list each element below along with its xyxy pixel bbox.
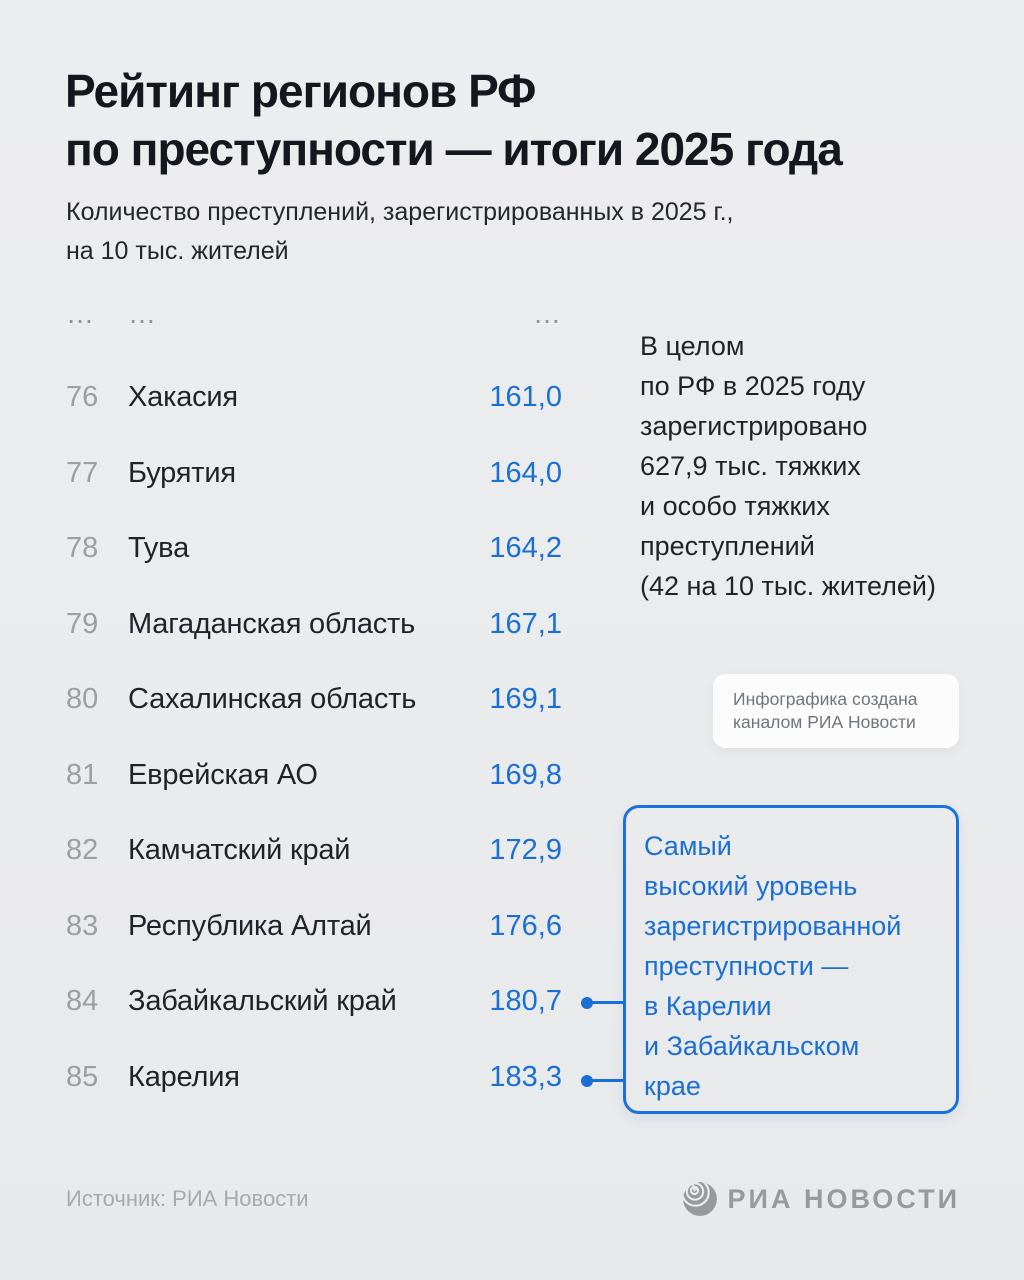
summary-note: В целом по РФ в 2025 году зарегистрирова… — [640, 331, 936, 601]
table-row: 76 Хакасия 161,0 — [66, 360, 562, 436]
table-ellipsis-row: … … … — [66, 298, 562, 330]
connector-dot-karelia — [581, 1075, 593, 1087]
logo-wordmark: РИА НОВОСТИ — [727, 1183, 960, 1214]
ria-novosti-logo: РИА НОВОСТИ — [681, 1180, 960, 1218]
row-region: Камчатский край — [128, 834, 351, 867]
row-value: 164,2 — [489, 532, 562, 565]
table-row: 83 Республика Алтай 176,6 — [66, 889, 562, 965]
row-region: Карелия — [128, 1060, 240, 1093]
ellipsis-region: … — [128, 298, 157, 329]
table-row: 85 Карелия 183,3 — [66, 1040, 562, 1116]
credit-box: Инфографика создана каналом РИА Новости — [713, 674, 959, 748]
row-value: 183,3 — [489, 1060, 562, 1093]
row-value: 161,0 — [489, 381, 562, 414]
row-region: Еврейская АО — [128, 758, 318, 791]
callout-box: Самый высокий уровень зарегистрированной… — [623, 805, 959, 1114]
source-label: Источник: РИА Новости — [66, 1186, 309, 1211]
row-region: Бурятия — [128, 456, 236, 489]
table-row: 77 Бурятия 164,0 — [66, 436, 562, 512]
row-region: Забайкальский край — [128, 985, 397, 1018]
row-region: Республика Алтай — [128, 909, 372, 942]
row-region: Магаданская область — [128, 607, 416, 640]
connector-line-zabaykalsky — [589, 1001, 623, 1004]
row-rank: 77 — [66, 456, 99, 489]
page-subtitle: Количество преступлений, зарегистрирован… — [66, 198, 734, 265]
row-region: Хакасия — [128, 381, 238, 414]
row-region: Тува — [128, 532, 189, 565]
credit-text: Инфографика создана каналом РИА Новости — [733, 689, 918, 732]
row-rank: 84 — [66, 985, 99, 1018]
row-rank: 78 — [66, 532, 99, 565]
row-rank: 83 — [66, 909, 99, 942]
row-rank: 85 — [66, 1060, 99, 1093]
page-title: Рейтинг регионов РФ по преступности — ит… — [65, 65, 843, 175]
table-row: 79 Магаданская область 167,1 — [66, 587, 562, 663]
row-rank: 81 — [66, 758, 99, 791]
table-row: 80 Сахалинская область 169,1 — [66, 662, 562, 738]
row-region: Сахалинская область — [128, 683, 417, 716]
row-value: 167,1 — [489, 607, 562, 640]
table-row: 81 Еврейская АО 169,8 — [66, 738, 562, 814]
row-value: 164,0 — [489, 456, 562, 489]
row-rank: 80 — [66, 683, 99, 716]
row-value: 172,9 — [489, 834, 562, 867]
row-rank: 82 — [66, 834, 99, 867]
row-rank: 76 — [66, 381, 99, 414]
row-value: 180,7 — [489, 985, 562, 1018]
table-row: 84 Забайкальский край 180,7 — [66, 964, 562, 1040]
row-rank: 79 — [66, 607, 99, 640]
row-value: 169,1 — [489, 683, 562, 716]
connector-line-karelia — [589, 1079, 623, 1082]
table-row: 82 Камчатский край 172,9 — [66, 813, 562, 889]
table-row: 78 Тува 164,2 — [66, 511, 562, 587]
globe-icon — [682, 1182, 717, 1216]
ellipsis-value: … — [533, 298, 562, 329]
row-value: 169,8 — [489, 758, 562, 791]
ranking-table: 76 Хакасия 161,0 77 Бурятия 164,0 78 Тува 164,2 7… — [66, 360, 562, 1115]
ellipsis-rank: … — [66, 298, 95, 329]
row-value: 176,6 — [489, 909, 562, 942]
callout-text: Самый высокий уровень зарегистрированной… — [644, 831, 902, 1101]
connector-dot-zabaykalsky — [581, 997, 593, 1009]
